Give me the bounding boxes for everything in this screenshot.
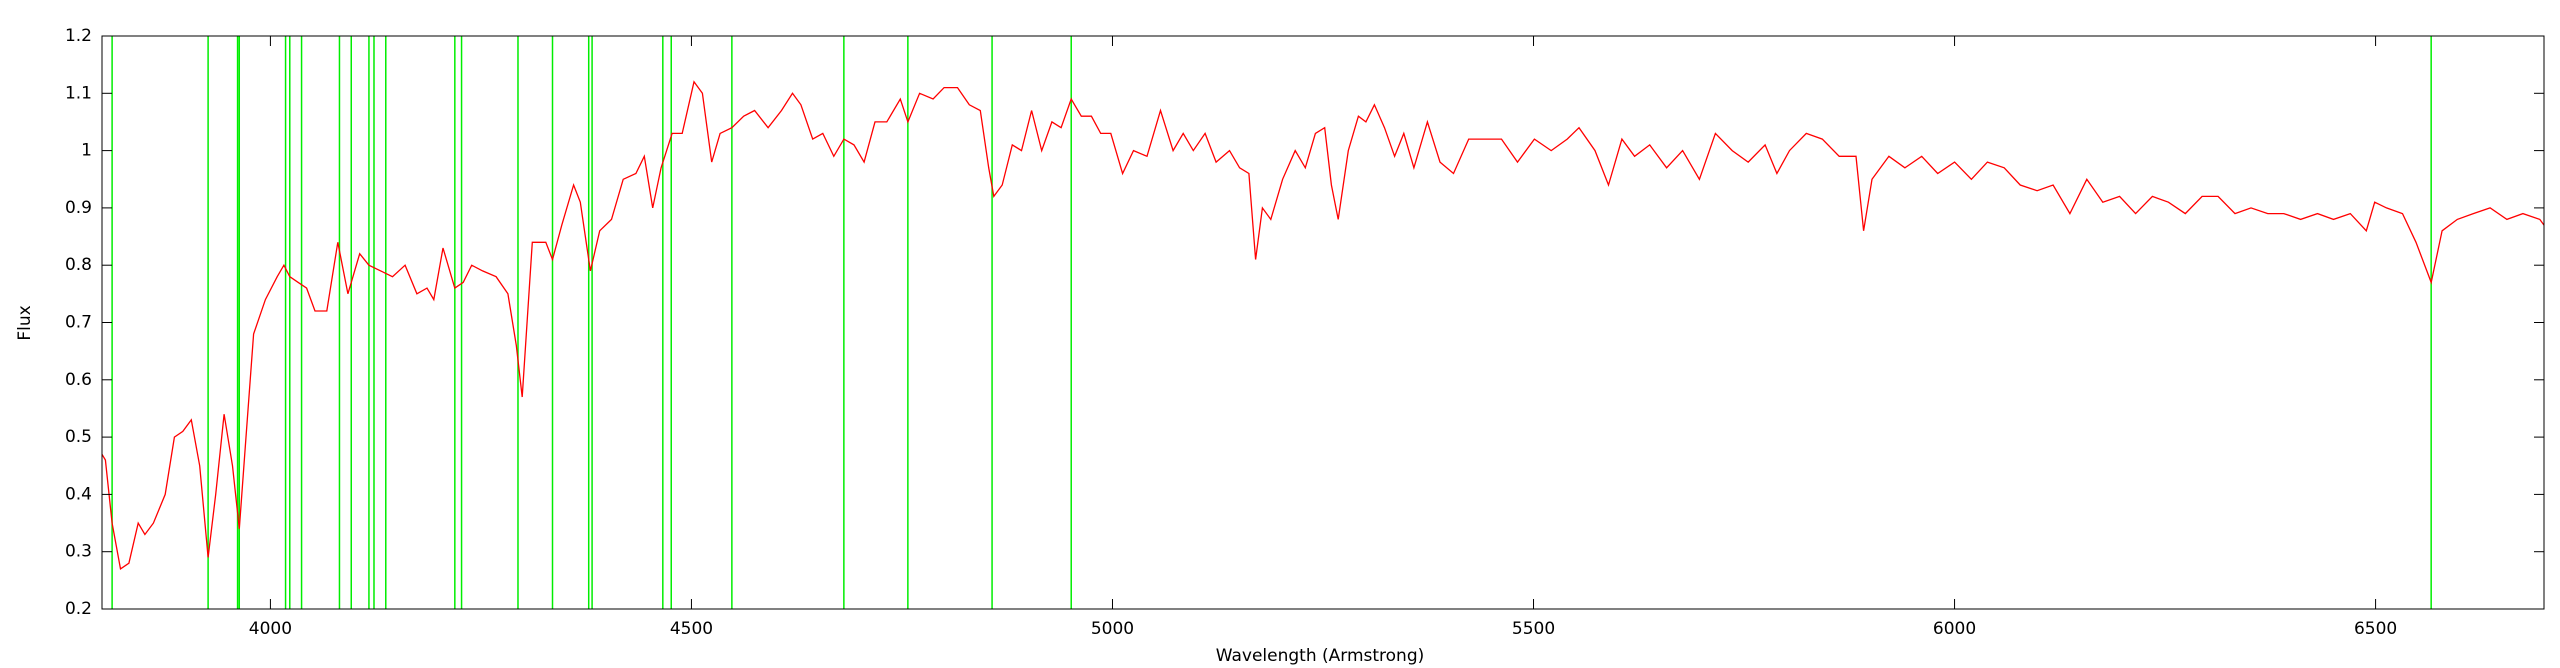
plot-frame	[101, 35, 2545, 610]
y-tick-label: 0.7	[65, 313, 92, 333]
y-tick-label: 0.9	[65, 198, 92, 218]
x-tick-label: 4000	[249, 619, 292, 639]
y-tick-label: 1.2	[65, 26, 92, 46]
x-axis-label: Wavelength (Armstrong)	[1216, 646, 1425, 666]
y-tick-label: 0.2	[65, 599, 92, 619]
y-tick-label: 1	[81, 141, 92, 161]
x-tick-label: 6500	[2354, 619, 2397, 639]
x-tick-label: 4500	[670, 619, 713, 639]
y-tick-label: 1.1	[65, 83, 92, 103]
x-tick-label: 5000	[1091, 619, 1134, 639]
y-tick-label: 0.5	[65, 427, 92, 447]
x-tick-label: 5500	[1512, 619, 1555, 639]
x-tick-label: 6000	[1933, 619, 1976, 639]
y-tick-label: 0.3	[65, 542, 92, 562]
y-tick-label: 0.6	[65, 370, 92, 390]
y-axis-label: Flux	[15, 305, 35, 340]
data-line	[101, 80, 2545, 570]
y-tick-label: 0.4	[65, 484, 92, 504]
y-tick-label: 0.8	[65, 255, 92, 275]
